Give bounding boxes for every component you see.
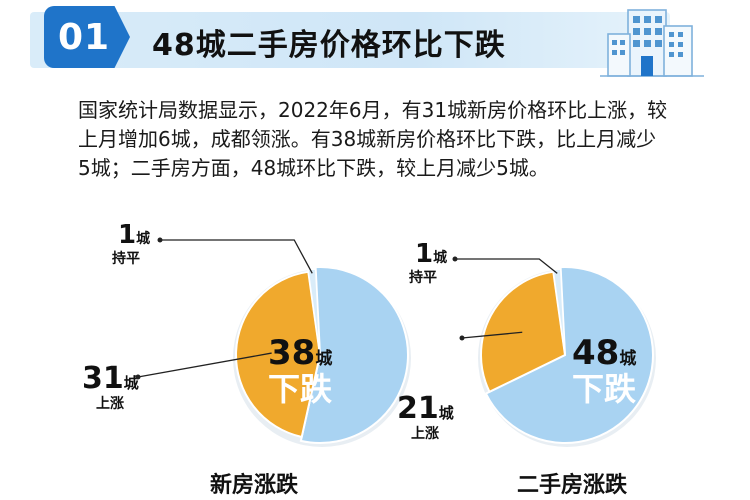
rise-label-value: 31城	[82, 361, 139, 396]
header-band	[30, 12, 670, 68]
section-number-badge: 01	[44, 6, 130, 68]
section-title: 48城二手房价格环比下跌	[152, 28, 506, 63]
fall-label-number: 48	[572, 333, 619, 373]
chart-title: 新房涨跌	[210, 472, 299, 498]
building-icon	[600, 9, 704, 77]
flat-label-value: 1城	[118, 220, 150, 250]
pie-slice-fall	[299, 266, 409, 444]
fall-category-label: 下跌	[268, 370, 332, 408]
rise-label-value: 21城	[397, 391, 454, 426]
rise-leader-line	[137, 352, 272, 378]
pie-chart-2	[478, 266, 656, 447]
rise-category-label: 上涨	[411, 426, 439, 442]
rise-label-number: 31	[82, 361, 124, 396]
pie-slice-fall	[484, 266, 654, 444]
rise-category-label: 上涨	[96, 396, 124, 412]
fall-label-number: 38	[268, 333, 315, 373]
fall-label-unit: 城	[619, 349, 636, 369]
section-header: 01 48城二手房价格环比下跌	[0, 0, 750, 86]
fall-label-unit: 城	[315, 349, 332, 369]
flat-label-unit: 城	[136, 230, 150, 247]
rise-label-unit: 城	[124, 374, 139, 392]
fall-category-label: 下跌	[572, 370, 636, 408]
summary-paragraph: 国家统计局数据显示，2022年6月，有31城新房价格环比上涨，较上月增加6城，成…	[78, 98, 668, 180]
fall-label-value: 48城	[572, 333, 636, 373]
flat-label-value: 1城	[415, 239, 447, 269]
flat-leader-line	[455, 258, 558, 274]
flat-leader-dot	[157, 237, 163, 243]
flat-category-label: 持平	[409, 269, 437, 286]
rise-leader-dot	[135, 374, 141, 380]
fall-label-value: 38城	[268, 333, 332, 373]
flat-leader-dot	[452, 256, 458, 262]
pie-slice-rise	[480, 270, 567, 394]
flat-leader-line	[160, 239, 313, 274]
pie-chart-1	[233, 266, 411, 447]
flat-category-label: 持平	[112, 250, 140, 267]
flat-label-number: 1	[415, 239, 433, 269]
rise-leader-dot	[459, 335, 465, 341]
pie-slice-flat	[307, 268, 321, 356]
flat-label-number: 1	[118, 220, 136, 250]
chart-title: 二手房涨跌	[517, 472, 628, 498]
rise-leader-line	[461, 331, 523, 339]
rise-label-unit: 城	[439, 404, 454, 422]
pie-slice-rise	[235, 270, 322, 439]
flat-label-unit: 城	[433, 249, 447, 266]
rise-label-number: 21	[397, 391, 439, 426]
